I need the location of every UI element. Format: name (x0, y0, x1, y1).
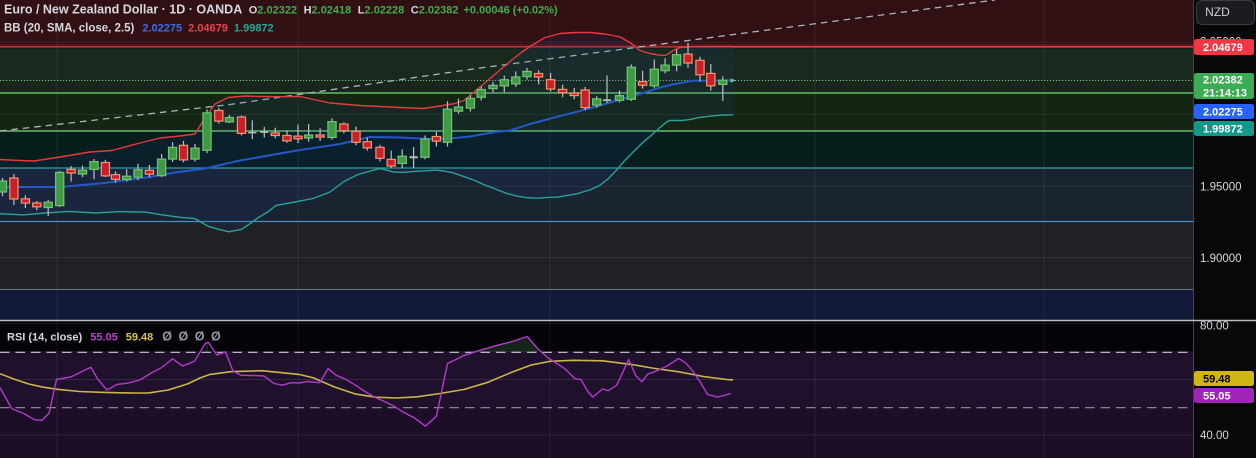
svg-text:2.02275: 2.02275 (1203, 107, 1243, 119)
svg-text:21:14:13: 21:14:13 (1203, 88, 1247, 100)
svg-text:2.04679: 2.04679 (1203, 42, 1243, 54)
svg-text:1.95000: 1.95000 (1200, 181, 1242, 193)
svg-text:1.90000: 1.90000 (1200, 253, 1242, 265)
svg-text:2.02382: 2.02382 (1203, 75, 1243, 87)
svg-text:NZD: NZD (1205, 5, 1230, 19)
svg-text:55.05: 55.05 (1203, 391, 1231, 403)
svg-text:40.00: 40.00 (1200, 430, 1229, 442)
svg-text:80.00: 80.00 (1200, 321, 1229, 333)
svg-text:Euro / New Zealand Dollar · 1D: Euro / New Zealand Dollar · 1D · OANDA O2… (4, 3, 558, 17)
svg-text:59.48: 59.48 (1203, 374, 1231, 386)
svg-text:1.99872: 1.99872 (1203, 124, 1243, 136)
